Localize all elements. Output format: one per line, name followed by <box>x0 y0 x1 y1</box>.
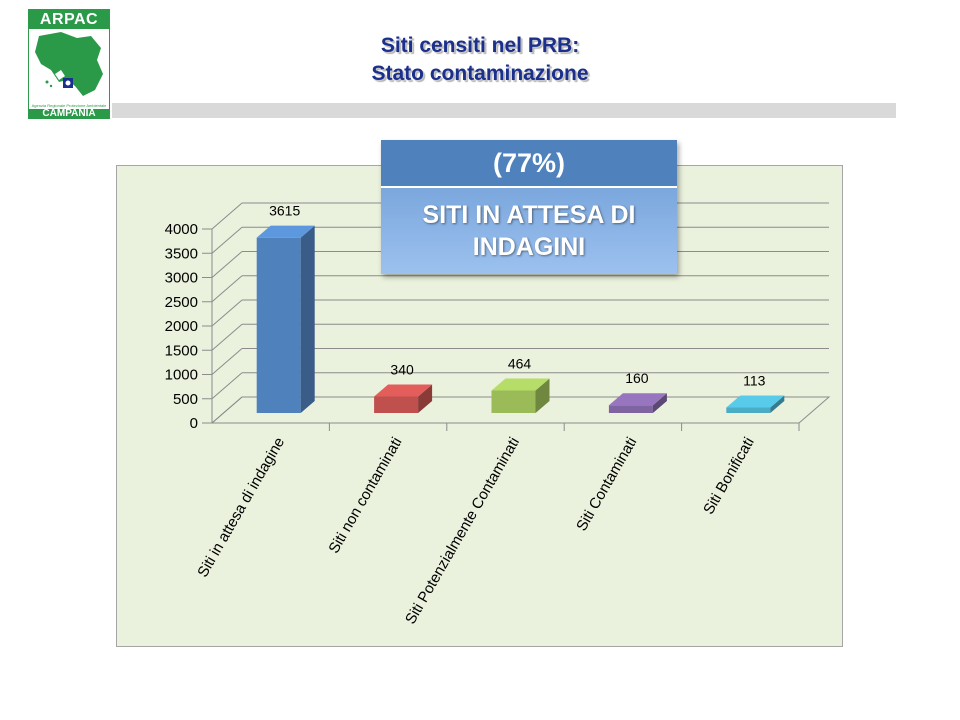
y-tick-label: 3000 <box>165 270 198 287</box>
x-tick-label: Siti Contaminati <box>573 435 640 534</box>
bar-top <box>726 395 785 408</box>
chart-floor <box>210 396 831 424</box>
data-label: 113 <box>743 373 766 389</box>
bar-side <box>652 393 667 413</box>
x-tick-label: Siti Potenzialmente Contaminati <box>402 435 523 628</box>
bar-top <box>608 393 667 406</box>
side-wall-line <box>211 299 243 327</box>
x-tick-label: Siti Bonificati <box>700 435 758 518</box>
y-tick-label: 1500 <box>165 342 198 359</box>
side-wall-line <box>211 372 243 400</box>
bar <box>491 390 536 413</box>
bar-side <box>300 225 315 413</box>
bar-top <box>374 384 433 397</box>
header-rule <box>112 103 896 118</box>
side-wall-line <box>211 275 243 303</box>
y-tick-label: 1000 <box>165 367 198 384</box>
y-tick-label: 2000 <box>165 318 198 335</box>
x-tick-label: Siti in attesa di indagine <box>194 435 288 581</box>
bar <box>608 405 653 413</box>
y-tick-label: 0 <box>190 415 198 432</box>
bar-side <box>418 384 433 413</box>
side-wall-line <box>211 226 243 254</box>
bar <box>374 396 419 413</box>
arpac-logo: ARPAC Agenzia Regionale Protezione Ambie… <box>28 9 110 119</box>
bar-chart: 0 500 1000 1500 2000 2500 3000 3500 4000 3615 Siti… <box>165 202 831 628</box>
y-tick-label: 500 <box>173 391 198 408</box>
side-wall-line <box>211 202 243 230</box>
bar-top <box>491 378 550 391</box>
slide-title-line2: Stato contaminazione <box>371 62 589 85</box>
side-wall-line <box>211 323 243 351</box>
bar-side <box>770 395 785 413</box>
side-wall-line <box>211 251 243 278</box>
side-wall-line <box>211 348 243 375</box>
data-label: 340 <box>390 362 414 378</box>
bar <box>256 237 301 413</box>
logo-top-text: ARPAC <box>29 10 109 29</box>
callout-box: (77%) SITI IN ATTESA DI INDAGINI <box>381 140 677 274</box>
y-tick-label: 2500 <box>165 294 198 311</box>
x-tick-label: Siti non contaminati <box>325 435 405 557</box>
callout-percentage: (77%) <box>381 140 677 188</box>
bar-top <box>256 225 315 238</box>
bar <box>726 407 771 413</box>
data-label: 160 <box>625 370 649 386</box>
campania-map-icon <box>35 32 103 96</box>
bar-side <box>535 378 550 413</box>
y-tick-label: 4000 <box>165 221 198 238</box>
logo-subtitle: Agenzia Regionale Protezione Ambientale <box>31 103 107 108</box>
logo-bottom-text: CAMPANIA <box>29 109 109 119</box>
data-label: 3615 <box>269 203 300 219</box>
data-label: 464 <box>508 355 532 371</box>
callout-text: SITI IN ATTESA DI INDAGINI <box>381 188 677 274</box>
slide-title-line1: Siti censiti nel PRB: <box>380 34 580 57</box>
y-tick-label: 3500 <box>165 245 198 262</box>
